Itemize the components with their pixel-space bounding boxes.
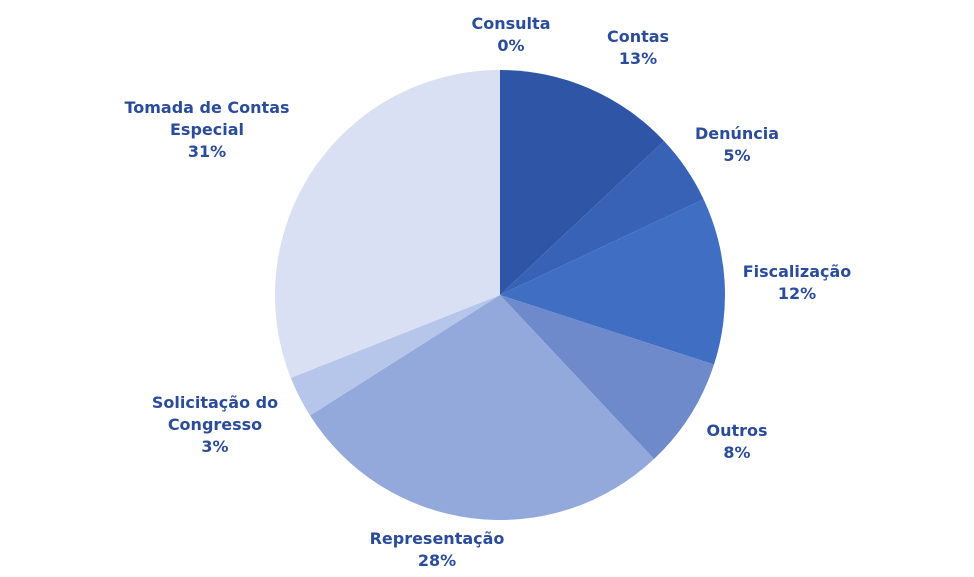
category-label: Denúncia [694, 124, 780, 143]
slice-label: Consulta 0% [451, 13, 571, 57]
category-label: Representação [369, 529, 505, 548]
category-label: Contas [606, 27, 670, 46]
slice-label: Outros 8% [677, 420, 797, 464]
slice-label: Representação 28% [347, 528, 527, 572]
pie-slice [290, 295, 500, 416]
category-label: Consulta [471, 14, 551, 33]
slice-label: Denúncia 5% [677, 123, 797, 167]
value-label: 5% [723, 146, 751, 165]
slice-label: Contas 13% [578, 26, 698, 70]
pie-slice [500, 140, 704, 295]
category-label: Solicitação do Congresso [151, 393, 279, 434]
category-label: Tomada de Contas Especial [124, 98, 290, 139]
pie-slice [500, 199, 725, 365]
pie-slice [274, 70, 500, 378]
value-label: 13% [618, 49, 658, 68]
pie-slice [500, 70, 665, 295]
slice-label: Solicitação do Congresso 3% [145, 392, 285, 458]
pie-slice [500, 295, 714, 460]
category-label: Outros [706, 421, 768, 440]
value-label: 3% [201, 437, 229, 456]
slice-label: Tomada de Contas Especial 31% [112, 97, 302, 163]
value-label: 31% [187, 142, 227, 161]
value-label: 8% [723, 443, 751, 462]
value-label: 12% [777, 284, 817, 303]
value-label: 28% [417, 551, 457, 570]
pie-slice [310, 295, 655, 520]
slice-label: Fiscalização 12% [727, 261, 867, 305]
value-label: 0% [497, 36, 525, 55]
category-label: Fiscalização [742, 262, 852, 281]
